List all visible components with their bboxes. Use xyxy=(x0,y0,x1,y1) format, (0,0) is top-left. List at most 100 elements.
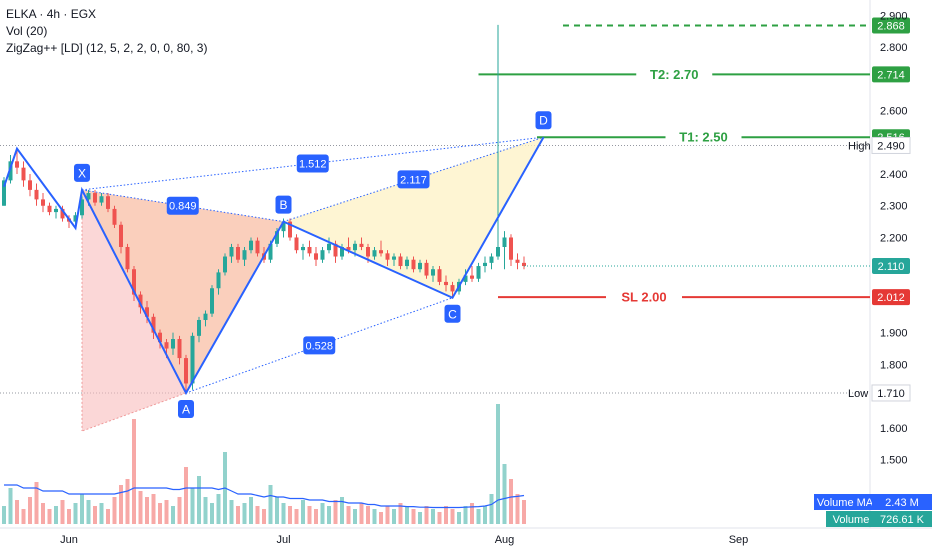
candle-body xyxy=(515,259,520,263)
low-badge-text: 1.710 xyxy=(877,388,905,400)
volume-bar xyxy=(47,509,52,524)
level-price-badge xyxy=(872,17,910,34)
candle-body xyxy=(190,335,195,384)
volume-bar xyxy=(522,500,526,524)
candle xyxy=(229,243,234,263)
candle xyxy=(54,205,58,219)
candle xyxy=(385,250,390,267)
candle xyxy=(106,193,110,213)
volume-bar xyxy=(385,506,390,524)
x-tick-label: Sep xyxy=(729,534,749,546)
volume-bar xyxy=(268,485,273,524)
candle xyxy=(418,259,422,273)
volume-bar xyxy=(249,497,253,524)
candle xyxy=(411,256,416,273)
candle xyxy=(2,177,6,206)
candle-body xyxy=(496,247,500,257)
candle xyxy=(15,148,19,175)
candle-body xyxy=(483,262,487,267)
candle-body xyxy=(431,269,435,276)
candle-body xyxy=(60,208,65,219)
volume-bar xyxy=(489,494,494,524)
candle-body xyxy=(171,339,175,349)
volume-bar xyxy=(333,500,338,524)
volume-ma-label-box xyxy=(814,494,876,510)
candle xyxy=(177,335,182,365)
volume-bar xyxy=(80,494,84,524)
candle xyxy=(463,269,468,286)
volume-bar xyxy=(216,494,221,524)
volume-bar xyxy=(236,506,240,524)
volume-bar xyxy=(346,506,351,524)
volume-bar xyxy=(184,467,188,524)
candle-body xyxy=(470,275,474,279)
candle xyxy=(307,240,312,257)
candle xyxy=(34,183,39,206)
volume-bar xyxy=(28,497,32,524)
candle-body xyxy=(86,193,91,200)
candle xyxy=(125,243,130,273)
volume-bar xyxy=(242,503,247,524)
candle xyxy=(158,329,162,349)
pattern-point-a: A xyxy=(178,399,194,418)
volume-bar xyxy=(112,497,117,524)
volume-bar xyxy=(8,488,13,524)
candle xyxy=(509,234,513,267)
candle xyxy=(249,237,253,254)
candle-body xyxy=(236,247,240,260)
candle-body xyxy=(255,240,260,254)
candle-body xyxy=(223,256,227,273)
volume-value-box xyxy=(872,511,932,527)
candle-body xyxy=(314,253,318,260)
volume-bar xyxy=(307,506,312,524)
ratio-label-0: 0.849 xyxy=(166,196,199,215)
volume-bar xyxy=(444,506,448,524)
candle-body xyxy=(132,269,136,295)
candle xyxy=(184,354,188,393)
level-2: SL 2.00 2.012 xyxy=(498,289,910,306)
candle-body xyxy=(41,199,45,206)
ratio-label-box xyxy=(397,170,430,189)
volume-bar xyxy=(288,506,292,524)
high-badge-text: 2.490 xyxy=(877,140,905,152)
candle xyxy=(398,253,403,270)
volume-indicator-label[interactable]: Vol (20) xyxy=(6,24,48,38)
volume-bar xyxy=(301,500,305,524)
symbol-title[interactable]: ELKA · 4h · EGX xyxy=(6,7,97,21)
candle xyxy=(93,189,97,206)
y-tick-label: 1.500 xyxy=(880,455,908,467)
volume-bar xyxy=(411,509,416,524)
volume-bar xyxy=(405,506,409,524)
candle-body xyxy=(405,259,409,267)
candle-body xyxy=(216,272,221,289)
volume-ma-line xyxy=(4,484,525,509)
volume-bar xyxy=(463,506,468,524)
volume-bar xyxy=(145,497,149,524)
candle xyxy=(99,193,104,206)
zigzag-indicator-label[interactable]: ZigZag++ [LD] (12, 5, 2, 2, 0, 0, 80, 3) xyxy=(6,41,208,55)
candle xyxy=(327,237,331,254)
candle-body xyxy=(210,288,214,314)
point-label-text: B xyxy=(279,198,287,212)
volume-bar xyxy=(86,500,91,524)
volume-bar xyxy=(359,503,364,524)
volume-bar xyxy=(262,509,266,524)
volume-bar xyxy=(203,497,208,524)
candle xyxy=(483,256,487,273)
volume-bar xyxy=(483,506,487,524)
level-label: SL 2.00 xyxy=(621,290,666,305)
candle-body xyxy=(502,237,507,247)
chart-legend: ELKA · 4h · EGX Vol (20) ZigZag++ [LD] (… xyxy=(6,6,207,57)
candle-body xyxy=(242,250,247,260)
y-tick-label: 1.800 xyxy=(880,359,908,371)
candle-body xyxy=(21,167,26,181)
level-price-badge xyxy=(872,66,910,83)
pattern-point-c: C xyxy=(444,304,461,323)
volume-bar xyxy=(106,509,110,524)
ratio-label-text: 0.849 xyxy=(169,201,197,213)
candle-body xyxy=(281,221,286,232)
volume-bar xyxy=(450,509,455,524)
candle-body xyxy=(47,205,52,213)
